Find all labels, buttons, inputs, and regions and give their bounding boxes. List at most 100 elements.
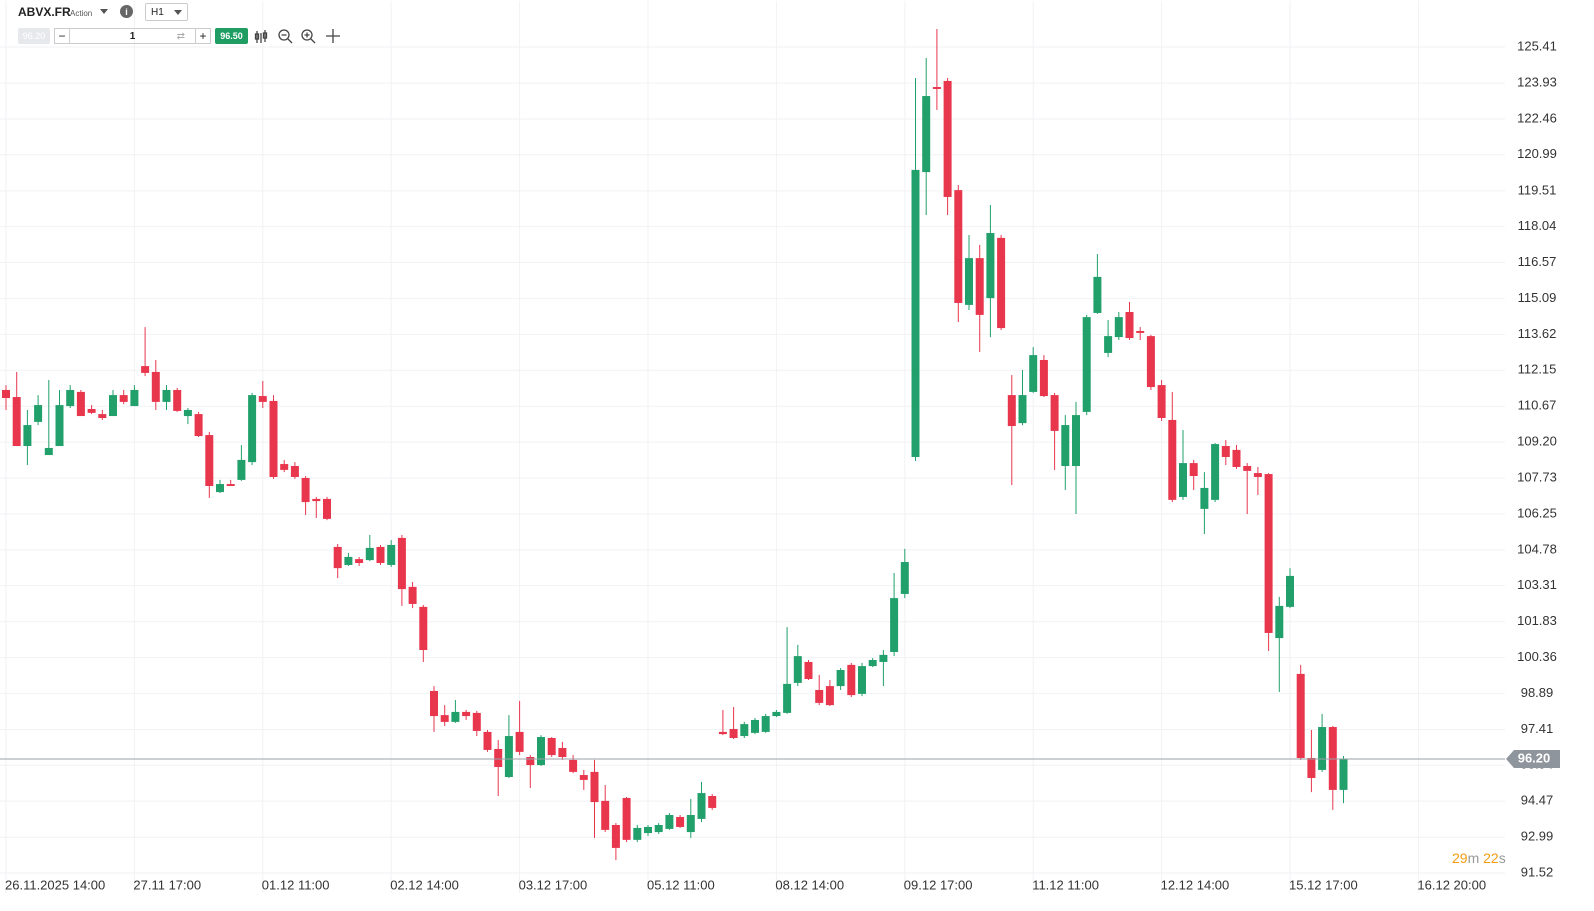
zoom-out-icon[interactable] [278, 29, 293, 44]
minutes-unit: m [1467, 850, 1480, 866]
y-tick-label: 107.73 [1517, 469, 1557, 484]
candle-body [547, 737, 556, 756]
timeframe-select[interactable]: H1 [145, 3, 188, 21]
candle-body [526, 757, 535, 766]
swap-icon: ⇄ [176, 30, 185, 42]
candle-body [954, 190, 963, 303]
buy-button[interactable]: 96.50 [215, 28, 248, 44]
candle-body [76, 391, 85, 417]
y-tick-label: 103.31 [1517, 577, 1557, 592]
symbol[interactable]: ABVX.FR [18, 5, 71, 19]
candle-body [729, 728, 738, 738]
x-tick-label: 09.12 17:00 [904, 877, 973, 892]
symbol-dropdown[interactable] [100, 9, 108, 14]
candle-body [280, 464, 289, 470]
candle-body [997, 237, 1006, 329]
y-tick-label: 97.41 [1521, 721, 1554, 736]
seconds: 22 [1483, 850, 1499, 866]
candle-body [237, 459, 246, 480]
candle-body [879, 654, 888, 662]
candle-body [130, 389, 139, 407]
asset-type: Action [70, 8, 93, 18]
y-tick-label: 101.83 [1517, 613, 1557, 628]
candle-body [1061, 425, 1070, 467]
candle-body [1029, 355, 1038, 392]
countdown: 29m 22s [1452, 850, 1506, 866]
minutes: 29 [1452, 850, 1468, 866]
decrease-button[interactable]: − [54, 28, 70, 44]
sell-button[interactable]: 96.20 [18, 28, 50, 44]
candle-body [387, 544, 396, 565]
candle-body [1275, 605, 1284, 639]
y-tick-label: 122.46 [1517, 110, 1557, 125]
candle-body [376, 546, 385, 564]
candle-body [151, 371, 160, 402]
candle-body [665, 815, 674, 829]
y-tick-label: 92.99 [1521, 829, 1554, 844]
candle-body [98, 414, 107, 418]
crosshair-icon[interactable] [326, 29, 340, 43]
candle-body [697, 793, 706, 819]
y-tick-label: 110.67 [1518, 398, 1557, 413]
candle-body [1018, 395, 1027, 424]
candle-body [858, 666, 866, 694]
candle-body [1050, 395, 1059, 431]
candle-body [922, 96, 931, 173]
candle-body [847, 664, 856, 696]
timeframe: H1 [151, 6, 164, 18]
info-icon[interactable]: i [120, 5, 133, 18]
candle-body [943, 80, 952, 197]
candle-body [440, 715, 449, 722]
candle-body [1286, 575, 1294, 607]
candle-body [408, 586, 417, 604]
candle-body [66, 389, 75, 407]
candle-body [772, 711, 781, 717]
candle-body [579, 775, 588, 780]
y-tick-label: 104.78 [1517, 541, 1557, 556]
x-tick-label: 02.12 14:00 [390, 877, 459, 892]
y-tick-label: 125.41 [1517, 38, 1557, 53]
candle-body [1339, 758, 1348, 790]
candle-body [1243, 466, 1252, 471]
candle-body [708, 796, 717, 808]
candle-body [333, 546, 342, 569]
candle-body [248, 395, 257, 463]
candle-body [751, 719, 759, 733]
candle-body [644, 826, 652, 834]
candle-body [504, 736, 513, 777]
candle-body [397, 537, 406, 590]
candle-body [1318, 727, 1327, 770]
candle-body [301, 477, 310, 503]
candle-body [119, 395, 128, 402]
y-tick-label: 98.89 [1521, 685, 1554, 700]
candle-body [1146, 336, 1155, 388]
candle-body [472, 712, 481, 731]
x-tick-label: 12.12 14:00 [1161, 877, 1230, 892]
candle-body [804, 661, 813, 680]
quantity-input[interactable]: 1 ⇄ [70, 28, 195, 44]
candle-body [515, 731, 524, 752]
candle-body [975, 258, 984, 315]
zoom-in-icon[interactable] [301, 29, 316, 44]
x-tick-label: 03.12 17:00 [519, 877, 588, 892]
indicators-icon[interactable] [254, 30, 268, 43]
candle-body [601, 800, 610, 830]
candle-body [44, 447, 53, 456]
x-tick-label: 15.12 17:00 [1289, 877, 1358, 892]
x-tick-label: 16.12 20:00 [1417, 877, 1486, 892]
increase-button[interactable]: + [195, 28, 211, 44]
candle-body [1211, 444, 1220, 500]
y-tick-label: 115.09 [1518, 290, 1557, 305]
candle-body [355, 559, 364, 564]
candle-body [323, 498, 331, 519]
candle-body [430, 690, 438, 717]
candle-body [162, 389, 171, 402]
candle-body [226, 484, 235, 486]
candle-body [1221, 446, 1230, 457]
candle-body [1232, 449, 1241, 467]
candle-body [911, 169, 920, 457]
y-tick-label: 109.20 [1517, 434, 1557, 449]
candle-body [109, 395, 117, 417]
